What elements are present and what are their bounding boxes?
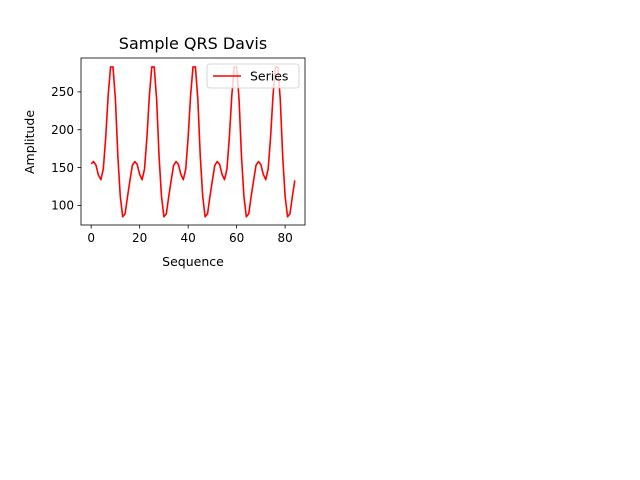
- plot-area: [90, 66, 296, 218]
- legend-label-0: Series: [250, 69, 288, 84]
- chart-title: Sample QRS Davis: [119, 34, 267, 53]
- y-tick-label: 250: [51, 85, 74, 99]
- legend: Series: [206, 63, 300, 89]
- plot-frame: [80, 57, 306, 226]
- y-tick-label: 150: [51, 161, 74, 175]
- y-axis-label: Amplitude: [22, 110, 37, 174]
- axes: 0 20 40 60 80 100 150 200 250: [51, 57, 306, 245]
- series-line-0: [90, 66, 296, 218]
- x-tick-label: 80: [277, 231, 292, 245]
- x-axis-label: Sequence: [162, 254, 224, 269]
- x-tick-label: 40: [181, 231, 196, 245]
- y-tick-label: 200: [51, 123, 74, 137]
- legend-box: [206, 63, 300, 89]
- x-tick-label: 60: [229, 231, 244, 245]
- x-tick-label: 20: [132, 231, 147, 245]
- x-tick-label: 0: [87, 231, 95, 245]
- y-tick-label: 100: [51, 199, 74, 213]
